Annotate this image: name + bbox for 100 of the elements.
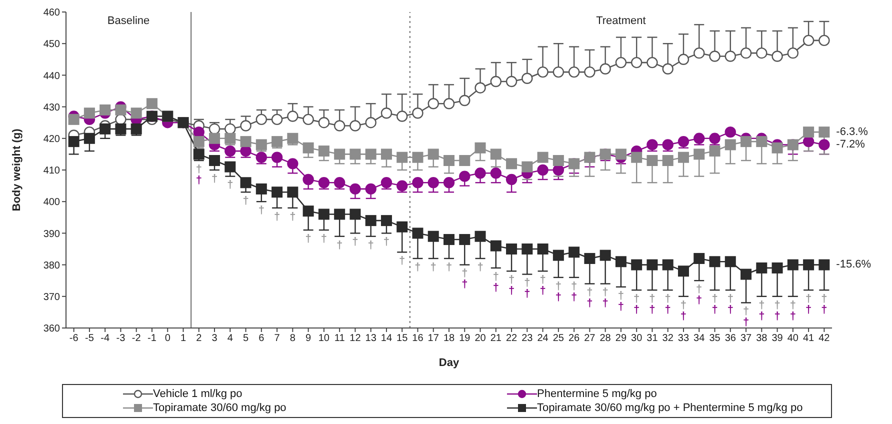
annotation: † — [242, 195, 249, 208]
point — [84, 132, 95, 144]
point — [694, 252, 705, 264]
annotation: † — [274, 210, 280, 223]
x-tick-label: 27 — [584, 333, 596, 344]
x-tick-label: 15 — [396, 333, 408, 344]
point — [818, 139, 830, 150]
point — [444, 155, 454, 166]
annotation: † — [805, 304, 812, 316]
point — [474, 82, 486, 94]
point — [772, 262, 783, 274]
x-tick-label: 28 — [600, 333, 612, 344]
point — [678, 266, 689, 277]
annotation: † — [227, 179, 234, 192]
point — [740, 136, 752, 148]
point — [240, 136, 252, 148]
annotation: † — [196, 163, 202, 176]
annotation: † — [540, 285, 546, 298]
point — [724, 139, 736, 150]
annotation: † — [727, 292, 734, 305]
point — [740, 268, 752, 280]
annotation: † — [196, 174, 202, 186]
point — [193, 126, 204, 138]
point — [256, 114, 268, 126]
point — [380, 108, 392, 119]
point — [474, 230, 486, 242]
x-tick-label: -2 — [132, 333, 142, 344]
point — [522, 161, 533, 172]
point — [100, 123, 111, 134]
y-tick-label: 360 — [43, 324, 60, 335]
annotation: † — [571, 291, 578, 304]
point — [209, 155, 220, 166]
point — [662, 155, 674, 166]
point — [506, 76, 518, 88]
point — [459, 170, 470, 182]
point — [428, 230, 439, 242]
annotation: † — [462, 278, 468, 291]
point — [365, 117, 376, 128]
point — [130, 108, 142, 119]
legend-label: Topiramate 30/60 mg/kg po — [153, 402, 286, 414]
y-tick-label: 450 — [43, 39, 60, 50]
x-tick-label: 4 — [227, 333, 234, 344]
point — [380, 215, 392, 226]
point — [459, 155, 470, 166]
point — [803, 126, 814, 138]
annotation: -6.3.% — [836, 126, 868, 138]
point — [412, 152, 424, 163]
point — [365, 183, 376, 195]
annotation: † — [305, 232, 312, 245]
annotation: † — [649, 292, 656, 305]
point — [302, 114, 314, 126]
point — [600, 250, 611, 261]
point — [350, 183, 361, 195]
point — [256, 183, 267, 194]
point — [802, 34, 814, 46]
annotation: † — [492, 282, 499, 294]
point — [584, 252, 596, 264]
x-tick-label: 22 — [506, 333, 518, 344]
point — [709, 50, 720, 62]
annotation: † — [477, 261, 484, 274]
y-tick-label: 460 — [43, 8, 60, 19]
point — [396, 152, 408, 163]
point — [772, 142, 783, 154]
point — [490, 76, 502, 88]
annotation: † — [430, 261, 436, 274]
x-tick-label: 24 — [537, 333, 549, 344]
point — [380, 148, 392, 160]
point — [412, 228, 424, 239]
point — [146, 98, 158, 110]
x-tick-label: 35 — [709, 333, 721, 344]
x-tick-label: 16 — [412, 333, 424, 344]
point — [240, 120, 252, 132]
point — [271, 152, 283, 163]
x-tick-label: -1 — [148, 333, 157, 344]
point — [490, 148, 502, 160]
point — [694, 132, 705, 144]
legend-label: Vehicle 1 ml/kg po — [153, 388, 242, 400]
x-tick-label: 3 — [212, 333, 218, 344]
point — [615, 56, 627, 68]
point — [740, 47, 752, 59]
point — [365, 148, 376, 160]
x-tick-label: 31 — [646, 333, 658, 344]
point — [318, 177, 330, 188]
annotation: † — [368, 239, 374, 252]
annotation: Baseline — [107, 14, 150, 27]
x-tick-label: 7 — [274, 333, 280, 344]
point — [396, 110, 408, 122]
y-tick-label: 380 — [43, 260, 60, 272]
point — [662, 139, 674, 150]
x-tick-label: 42 — [818, 333, 830, 344]
annotation: † — [649, 304, 656, 316]
point — [193, 136, 204, 148]
annotation: † — [758, 310, 765, 322]
point — [537, 152, 548, 163]
y-tick-label: 370 — [43, 292, 60, 303]
point — [694, 47, 705, 59]
x-tick-label: 41 — [802, 333, 815, 344]
point — [615, 256, 626, 268]
annotation: † — [727, 304, 734, 316]
point — [256, 152, 268, 163]
